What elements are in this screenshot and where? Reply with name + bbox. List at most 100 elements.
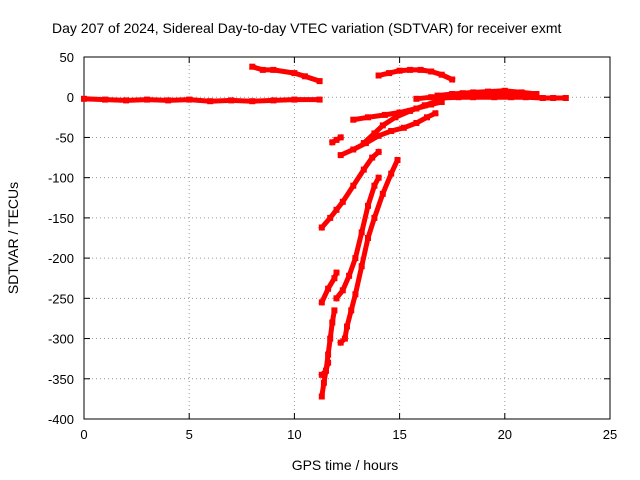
data-point xyxy=(352,291,359,298)
data-point xyxy=(339,198,346,205)
data-point xyxy=(337,134,344,141)
data-point xyxy=(459,90,466,97)
data-point xyxy=(428,68,435,75)
data-point xyxy=(491,94,498,101)
data-point xyxy=(350,146,357,153)
data-point xyxy=(333,206,340,213)
y-axis: 50 0 -50 -100 -150 -200 -250 -300 -350 -400 xyxy=(48,50,610,427)
y-tick-label: -200 xyxy=(48,251,74,266)
data-point xyxy=(329,319,336,326)
data-point xyxy=(344,323,350,330)
data-point xyxy=(533,91,540,97)
x-tick-label: 5 xyxy=(186,427,193,442)
data-point xyxy=(428,101,435,108)
y-tick-label: -50 xyxy=(55,130,74,145)
grid xyxy=(84,57,610,419)
data-point xyxy=(165,97,172,104)
data-point xyxy=(365,202,371,209)
data-point xyxy=(379,190,386,197)
y-axis-label: SDTVAR / TECUs xyxy=(5,182,21,294)
data-point xyxy=(388,170,395,177)
data-point xyxy=(350,182,357,189)
data-point xyxy=(375,132,382,139)
data-point xyxy=(346,272,353,279)
data-point xyxy=(325,359,332,366)
data-point xyxy=(337,152,344,159)
data-point xyxy=(102,96,108,103)
series-7 xyxy=(332,174,382,302)
data-point xyxy=(386,70,393,77)
y-tick-label: -350 xyxy=(48,372,74,387)
data-point xyxy=(413,120,420,126)
data-point xyxy=(228,97,235,104)
data-point xyxy=(449,76,456,83)
data-point xyxy=(365,114,371,121)
y-tick-label: -250 xyxy=(48,291,74,306)
data-point xyxy=(434,92,441,99)
data-point xyxy=(379,122,386,129)
data-point xyxy=(291,96,298,103)
y-tick-label: -300 xyxy=(48,332,74,347)
data-point xyxy=(249,98,256,105)
data-point xyxy=(360,140,367,147)
series-8 xyxy=(328,133,345,146)
y-tick-label: -150 xyxy=(48,211,74,226)
data-point xyxy=(333,136,340,143)
data-point xyxy=(325,351,332,358)
data-point xyxy=(539,95,546,101)
data-point xyxy=(318,371,325,378)
x-tick-label: 25 xyxy=(603,427,617,442)
series-0 xyxy=(81,95,323,105)
data-point xyxy=(331,307,338,314)
data-point xyxy=(470,94,477,101)
data-point xyxy=(392,114,399,121)
data-point xyxy=(470,89,477,96)
data-point xyxy=(350,116,357,123)
series-3 xyxy=(318,269,340,306)
data-point xyxy=(562,95,569,101)
data-point xyxy=(501,87,508,94)
series-6 xyxy=(337,156,401,347)
data-point xyxy=(396,109,403,116)
data-point xyxy=(375,72,382,79)
y-tick-label: -100 xyxy=(48,171,74,186)
series-14 xyxy=(438,94,569,101)
data-point xyxy=(413,105,420,112)
data-point xyxy=(144,96,151,103)
data-point xyxy=(123,97,130,104)
data-point xyxy=(424,114,430,121)
data-point xyxy=(358,229,365,236)
data-point xyxy=(337,339,344,346)
series-track xyxy=(81,96,323,104)
series-5 xyxy=(318,359,332,379)
series-12 xyxy=(375,66,456,83)
data-point xyxy=(438,99,445,105)
data-point xyxy=(407,66,414,73)
chart-title: Day 207 of 2024, Sidereal Day-to-day VTE… xyxy=(52,20,561,36)
data-point xyxy=(485,88,491,95)
data-point xyxy=(375,174,382,181)
data-point xyxy=(522,94,529,101)
series-11 xyxy=(350,98,445,123)
data-point xyxy=(438,71,445,78)
data-point xyxy=(270,66,277,73)
y-tick-label: 50 xyxy=(60,50,74,65)
data-point xyxy=(316,96,323,103)
data-point xyxy=(331,275,338,282)
data-point xyxy=(417,66,424,73)
data-point xyxy=(270,97,277,104)
y-tick-label: 0 xyxy=(67,90,74,105)
x-tick-label: 10 xyxy=(287,427,301,442)
data-point xyxy=(432,110,439,117)
data-point xyxy=(348,307,355,314)
x-axis-label: GPS time / hours xyxy=(292,457,399,473)
data-point xyxy=(360,166,367,173)
data-point xyxy=(365,235,371,241)
data-point xyxy=(381,111,388,118)
data-point xyxy=(301,73,308,80)
series-15 xyxy=(434,87,540,99)
data-point xyxy=(339,287,346,294)
data-point xyxy=(341,335,348,342)
series-2 xyxy=(318,148,383,232)
